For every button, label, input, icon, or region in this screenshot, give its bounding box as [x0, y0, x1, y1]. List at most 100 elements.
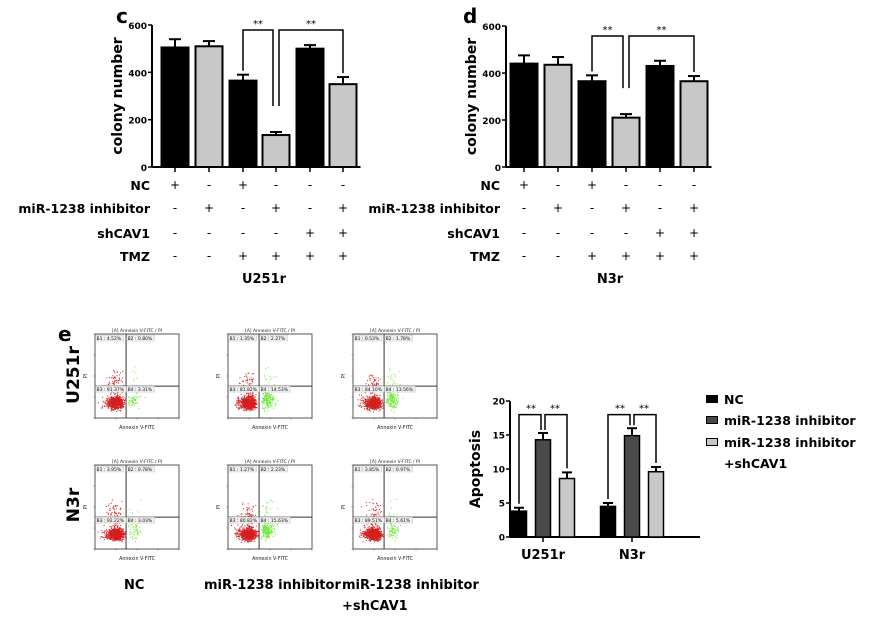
quadrant-label-bg [384, 465, 413, 473]
treatment-plus: + [688, 249, 700, 263]
treatment-plus: + [688, 201, 700, 215]
treatment-minus: - [657, 201, 663, 215]
treatment-plus: + [337, 226, 349, 240]
quadrant-label-b1: B1 : 3.85% [355, 467, 380, 473]
quadrant-label-b1: B1 : 3.95% [97, 467, 122, 473]
condition-label-shcav1-suffix: +shCAV1 [342, 599, 408, 614]
panel-letter-d: d [463, 4, 478, 28]
condition-label-inhibitor-shcav1: miR-1238 inhibitor [342, 578, 479, 593]
flow-plot: [A] Annexin V-FITC / PI B1 : 3.95% B2 : 0.… [83, 459, 180, 562]
legend-item-nc: NC [706, 389, 856, 409]
bar [261, 134, 291, 169]
significance-bracket [628, 35, 695, 89]
quadrant-label-b3: B3 : 92.22% [97, 518, 125, 524]
significance-label: ** [526, 404, 536, 415]
significance-label: ** [603, 25, 613, 36]
flow-plot-title: [A] Annexin V-FITC / PI [245, 328, 295, 334]
treatment-minus: - [555, 178, 561, 192]
flow-plot-title: [A] Annexin V-FITC / PI [245, 459, 295, 465]
y-tick-label: 400 [482, 70, 501, 80]
treatment-plus: + [586, 249, 598, 263]
x-category-label: U251r [521, 548, 566, 563]
treatment-plus: + [552, 201, 564, 215]
bar [577, 80, 607, 168]
flow-plot: [A] Annexin V-FITC / PI B1 : 1.35% B2 : 2.… [216, 328, 313, 431]
significance-bracket [242, 29, 274, 106]
flow-y-label: PI [216, 505, 222, 509]
treatment-minus: - [273, 226, 279, 240]
significance-label: ** [639, 404, 649, 415]
quadrant-label-bg [228, 334, 257, 342]
significance-bracket [633, 413, 657, 463]
treatment-plus: + [203, 201, 215, 215]
treatment-minus: - [240, 226, 246, 240]
plot-frame [94, 333, 180, 419]
legend-label-shcav1-suffix: +shCAV1 [724, 455, 788, 471]
quadrant-label-b4: B4 : 5.61% [386, 518, 411, 524]
treatment-plus: + [337, 201, 349, 215]
flow-plot-title: [A] Annexin V-FITC / PI [370, 459, 420, 465]
bar [623, 434, 641, 538]
quadrant-label-b2: B2 : 2.23% [261, 467, 286, 473]
bar [647, 470, 665, 538]
quadrant-label-bg [353, 465, 382, 473]
quadrant-label-bg [353, 516, 385, 524]
quadrant-label-bg [126, 516, 155, 524]
quadrant-label-bg [126, 385, 155, 393]
bar [679, 80, 709, 168]
significance-label: ** [253, 19, 263, 30]
bar [599, 505, 617, 538]
quadrant-label-b1: B1 : 1.27% [230, 467, 255, 473]
significance-bracket [278, 29, 344, 106]
legend-label-inhibitor: miR-1238 inhibitor [724, 412, 856, 428]
quadrant-label-bg [95, 385, 127, 393]
treatment-minus: - [555, 249, 561, 263]
y-tick-label: 400 [128, 69, 147, 79]
treatment-row-label: shCAV1 [97, 226, 150, 241]
legend-label-nc: NC [724, 391, 744, 407]
quadrant-label-bg [259, 465, 288, 473]
quadrant-label-b2: B2 : 0.97% [386, 467, 411, 473]
treatment-plus: + [620, 249, 632, 263]
flow-plot-title: [A] Annexin V-FITC / PI [370, 328, 420, 334]
quadrant-label-bg [259, 334, 288, 342]
significance-bracket [518, 413, 542, 504]
treatment-minus: - [521, 201, 527, 215]
treatment-minus: - [623, 226, 629, 240]
quadrant-label-b2: B2 : 2.27% [261, 336, 286, 342]
flow-y-label: PI [216, 374, 222, 378]
panel-letter-c: c [116, 4, 128, 28]
bar [611, 116, 641, 168]
treatment-plus: + [654, 226, 666, 240]
treatment-plus: + [654, 249, 666, 263]
quadrant-label-b4: B4 : 13.56% [386, 387, 414, 393]
treatment-row-label: TMZ [119, 249, 150, 264]
treatment-plus: + [304, 249, 316, 263]
legend-label-inhibitor-shcav1: miR-1238 inhibitor [724, 434, 856, 450]
flow-plot-title: [A] Annexin V-FITC / PI [112, 328, 162, 334]
quadrant-label-b3: B3 : 91.37% [97, 387, 125, 393]
x-category-label: N3r [619, 548, 646, 563]
significance-bracket [591, 35, 624, 89]
y-tick-label: 600 [482, 23, 501, 33]
quadrant-label-bg [95, 334, 124, 342]
treatment-plus: + [688, 226, 700, 240]
treatment-plus: + [337, 249, 349, 263]
quadrant-label-bg [228, 516, 260, 524]
quadrant-label-b4: B4 : 3.03% [128, 518, 153, 524]
quadrant-label-bg [95, 516, 127, 524]
bar [534, 439, 552, 538]
bar [509, 62, 539, 168]
treatment-minus: - [206, 226, 212, 240]
bar [510, 510, 528, 538]
treatment-minus: - [206, 178, 212, 192]
flow-x-label: Annexin V-FITC [252, 556, 289, 562]
treatment-plus: + [270, 201, 282, 215]
significance-bracket [544, 413, 568, 469]
condition-label-inhibitor: miR-1238 inhibitor [204, 578, 341, 593]
flow-plot: [A] Annexin V-FITC / PI B1 : 1.27% B2 : 2.… [216, 459, 313, 562]
treatment-minus: - [555, 226, 561, 240]
y-tick-label: 0 [495, 164, 501, 174]
flow-plot-title: [A] Annexin V-FITC / PI [112, 459, 162, 465]
bar [194, 45, 224, 168]
